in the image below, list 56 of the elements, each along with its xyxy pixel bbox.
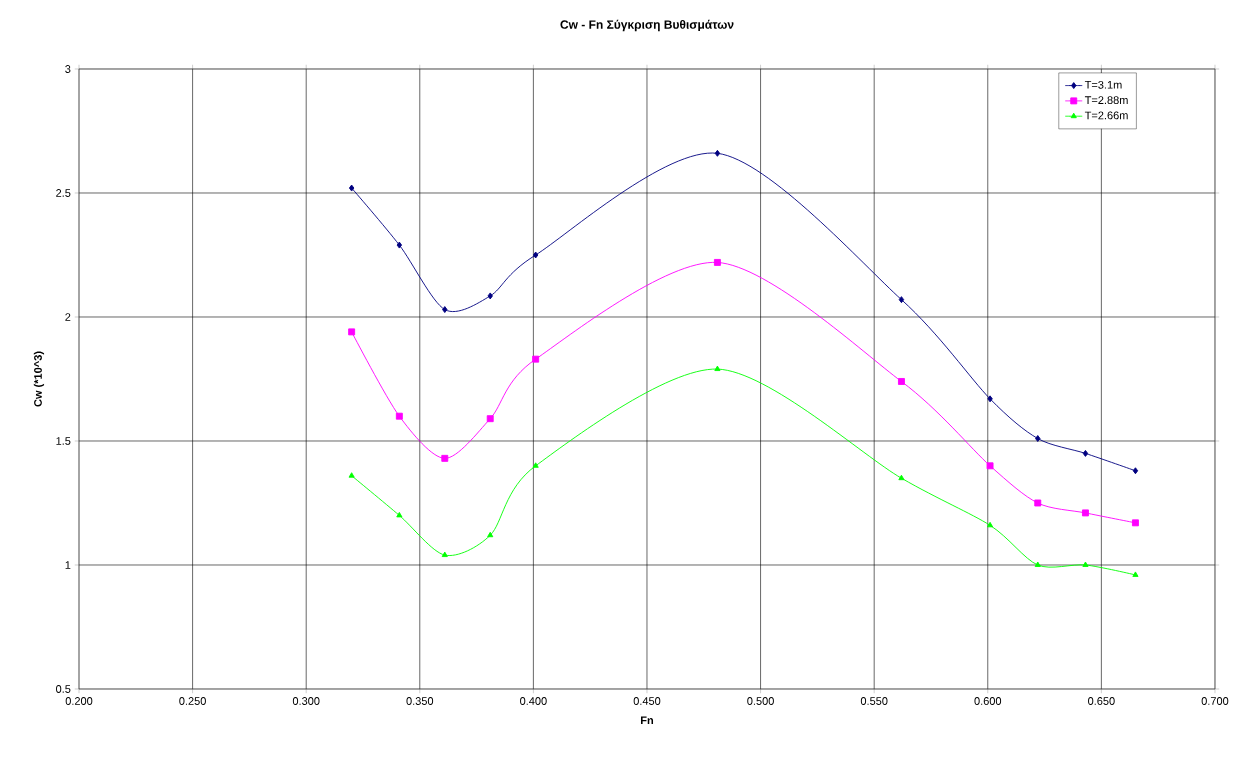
point [1035,435,1041,442]
legend-label: T=2.66m [1084,111,1128,120]
point [441,551,448,558]
x-tick-label: 0.650 [1088,697,1115,705]
x-tick-label: 0.550 [860,697,888,705]
point [487,292,493,300]
point [441,454,449,462]
chart-title: Cw - Fn Σύγκριση Βυθισμάτων [560,19,734,32]
y-tick-label: 3 [65,65,71,73]
point [987,521,994,528]
y-tick-label: 0.5 [56,685,71,693]
point [1132,571,1139,577]
point [1082,449,1089,457]
x-tick-label: 0.300 [292,697,320,705]
y-tick-label: 2 [65,313,71,321]
point [1082,509,1089,517]
point [348,472,355,478]
legend-label: T=2.88m [1084,96,1128,105]
legend-label: T=3.1m [1084,80,1122,89]
x-tick-label: 0.400 [520,697,547,705]
point [1082,561,1089,567]
point [396,241,403,249]
x-tick-label: 0.200 [65,697,93,705]
point [395,412,403,420]
point [713,258,721,266]
point [532,462,539,468]
x-axis-title: Fn [641,716,654,725]
x-tick-label: 0.600 [974,697,1002,705]
x-tick-label: 0.500 [747,697,774,705]
point [396,511,403,518]
point [897,378,905,385]
point [1132,467,1139,475]
point [532,355,540,363]
point [898,296,905,304]
point [986,462,994,470]
x-tick-label: 0.250 [179,697,206,705]
y-tick-label: 1.5 [56,437,71,445]
x-tick-label: 0.450 [633,697,661,705]
y-axis-title: Cw (*10^3) [33,351,45,407]
point [486,415,494,423]
point [1034,499,1042,507]
y-tick-label: 1 [65,561,71,569]
y-tick-label: 2.5 [56,189,71,197]
point [532,251,539,259]
point [987,395,993,403]
point [1132,519,1139,527]
point [348,184,355,192]
point [714,149,721,157]
x-tick-label: 0.700 [1201,697,1229,705]
x-tick-label: 0.350 [406,697,434,705]
point [442,306,448,314]
point [898,474,905,481]
point [348,328,356,336]
point [1034,561,1041,567]
point [714,365,721,372]
point [487,531,494,538]
